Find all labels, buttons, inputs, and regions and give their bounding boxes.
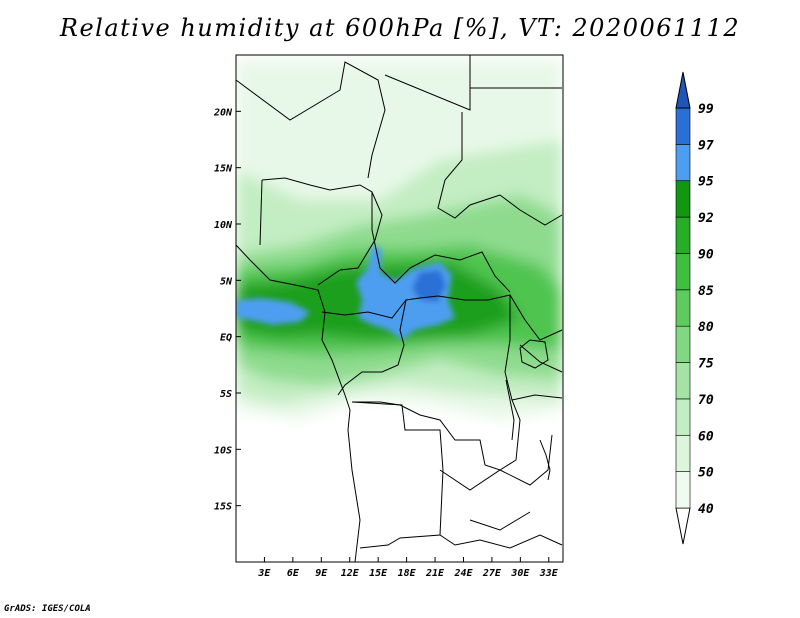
border-east-africa xyxy=(499,194,563,401)
rh-contour-95-west xyxy=(236,298,310,325)
colorbar-segment xyxy=(675,471,691,509)
colorbar-under-triangle xyxy=(675,507,691,545)
y-tick-label: 20N xyxy=(213,107,233,118)
colorbar-segment xyxy=(675,216,691,254)
lake-malawi xyxy=(539,439,551,481)
grads-credit: GrADS: IGES/COLA xyxy=(4,604,91,614)
x-tick-label: 33E xyxy=(539,568,559,579)
rh-contour-97-central xyxy=(412,270,446,302)
colorbar-label: 99 xyxy=(698,102,714,117)
y-tick-label: EQ xyxy=(220,333,232,344)
humidity-field xyxy=(236,60,562,420)
colorbar-segment xyxy=(675,180,691,218)
x-tick-label: 15E xyxy=(369,568,388,579)
x-tick-label: 27E xyxy=(482,568,502,579)
colorbar-segment xyxy=(675,325,691,363)
border-cameroon-car xyxy=(371,192,511,293)
colorbar-segment xyxy=(675,107,691,145)
colorbar-label: 92 xyxy=(698,211,714,226)
colorbar-label: 97 xyxy=(698,138,714,153)
x-tick-label: 21E xyxy=(425,568,445,579)
border-congo-basin xyxy=(321,294,526,321)
colorbar-label: 95 xyxy=(698,175,714,190)
colorbar-label: 60 xyxy=(698,429,714,444)
rh-contour-95-central xyxy=(356,245,455,340)
lake-victoria xyxy=(519,339,549,369)
map-frame xyxy=(235,54,564,563)
x-tick-label: 9E xyxy=(315,568,328,579)
border-southern-africa xyxy=(439,511,563,549)
colorbar-segment xyxy=(675,144,691,182)
colorbar-label: 75 xyxy=(698,357,714,372)
x-tick-label: 3E xyxy=(257,568,271,579)
colorbar-label: 70 xyxy=(698,393,714,408)
x-tick-label: 12E xyxy=(341,568,360,579)
colorbar-label: 40 xyxy=(698,502,714,517)
colorbar-label: 90 xyxy=(698,247,714,262)
colorbar-segment xyxy=(675,253,691,291)
colorbar-label: 50 xyxy=(698,466,714,481)
y-tick-label: 15S xyxy=(214,502,232,513)
map-title: Relative humidity at 600hPa [%], VT: 202… xyxy=(59,14,741,42)
colorbar-segment xyxy=(675,398,691,436)
border-libya-chad-sudan xyxy=(384,55,562,219)
lake-tanganyika xyxy=(505,379,515,441)
x-tick-label: 30E xyxy=(510,568,530,579)
y-tick-label: 15N xyxy=(214,164,233,175)
x-tick-label: 6E xyxy=(287,568,300,579)
border-drc xyxy=(337,295,521,471)
colorbar-segment xyxy=(675,434,691,472)
colorbar-over-triangle xyxy=(675,71,691,109)
x-tick-label: 18E xyxy=(398,568,417,579)
y-tick-label: 5N xyxy=(220,276,233,287)
y-tick-label: 10N xyxy=(214,220,233,231)
colorbar-segment xyxy=(675,289,691,327)
y-tick-label: 10S xyxy=(214,445,232,456)
colorbar: 40 50 60 70 75 80 85 90 92 95 97 99 xyxy=(675,71,714,545)
country-borders xyxy=(236,55,563,562)
border-angola-zambia xyxy=(351,401,553,549)
map-axes: 3E 6E 9E 12E 15E 18E 21E 24E 27E 30E 33E 20N 15N 10N 5… xyxy=(213,107,559,579)
x-tick-label: 24E xyxy=(453,568,473,579)
colorbar-label: 85 xyxy=(698,284,714,299)
colorbar-segment xyxy=(675,362,691,400)
border-algeria-niger xyxy=(236,61,386,179)
colorbar-label: 80 xyxy=(698,320,714,335)
coastline-west-africa xyxy=(236,244,361,562)
y-tick-label: 5S xyxy=(220,389,232,400)
